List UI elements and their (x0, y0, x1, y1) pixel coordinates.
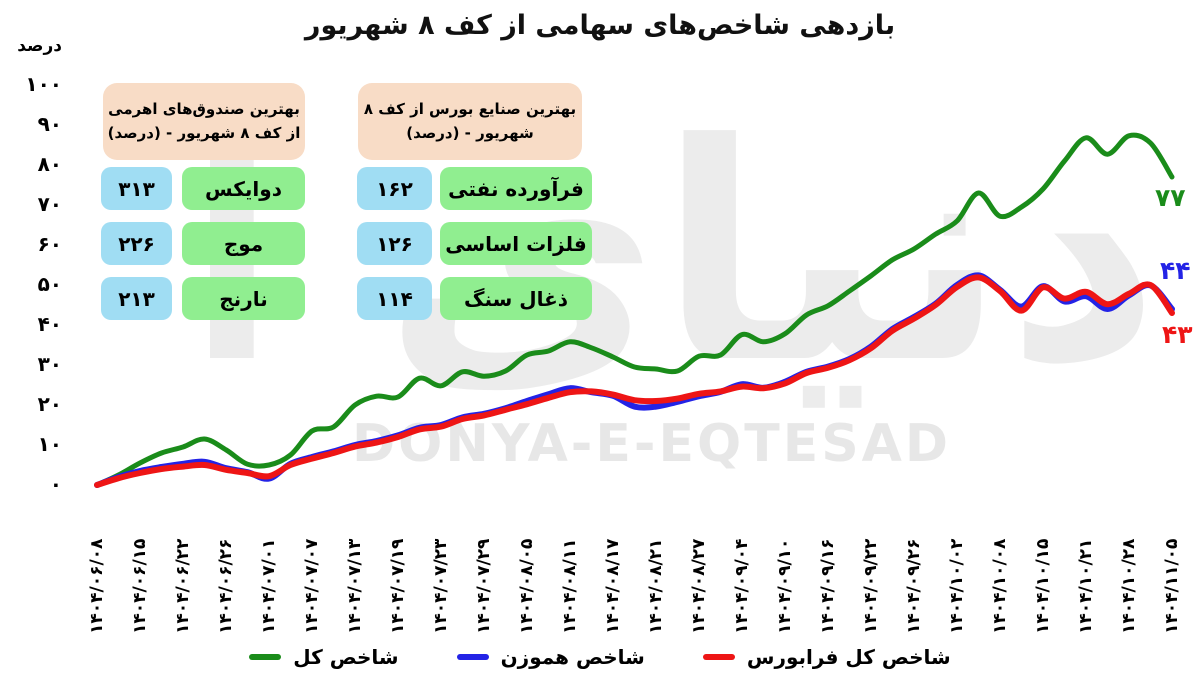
equal-weight-line-swatch (456, 654, 489, 660)
industries-header-line2: شهریور - (درصد) (406, 123, 534, 142)
x-tick-label: ۱۴۰۴/۰۸/۱۷ (603, 538, 623, 634)
y-tick-label: ۴۰ (37, 312, 62, 336)
total-index-end-value: ۷۷ (1155, 183, 1186, 212)
x-tick-label: ۱۴۰۴/۰۷/۱۳ (345, 538, 365, 634)
x-tick-label: ۱۴۰۴/۰۷/۲۳ (431, 538, 451, 634)
industry-name-1: فرآورده نفتی (440, 167, 592, 210)
x-tick-label: ۱۴۰۴/۰۷/۲۹ (474, 538, 494, 634)
x-tick-label: ۱۴۰۴/۰۹/۰۴ (732, 538, 752, 634)
y-tick-label: ۱۰ (37, 432, 62, 456)
fund-name-3: نارنج (182, 277, 305, 320)
fund-name-1: دوایکس (182, 167, 305, 210)
fund-value-1: ۳۱۳ (101, 167, 172, 210)
industries-header-line1: بهترین صنایع بورس از کف ۸ (363, 100, 577, 119)
legend-label-farabourse: شاخص کل فرابورس (746, 645, 951, 669)
x-tick-label: ۱۴۰۴/۱۰/۱۵ (1033, 538, 1053, 634)
legend-item-total-index: شاخص کل (249, 645, 399, 669)
y-tick-label: ۹۰ (37, 112, 62, 136)
x-tick-label: ۱۴۰۴/۰۹/۲۲ (861, 538, 881, 634)
industry-value-2: ۱۲۶ (357, 222, 432, 265)
y-tick-label: ۷۰ (37, 192, 62, 216)
x-tick-label: ۱۴۰۴/۰۹/۲۶ (904, 538, 924, 634)
fund-name-2: موج (182, 222, 305, 265)
x-tick-label: ۱۴۰۴/۰۸/۲۱ (646, 538, 666, 634)
industry-value-3: ۱۱۴ (357, 277, 432, 320)
x-tick-label: ۱۴۰۴/۰۸/۲۷ (689, 538, 709, 634)
farabourse-end-value: ۴۳ (1162, 320, 1193, 349)
y-tick-label: ۲۰ (37, 392, 62, 416)
x-tick-label: ۱۴۰۴/۰۶/۰۸ (87, 538, 107, 634)
farabourse-line-swatch (702, 654, 735, 660)
chart-title: بازدهی شاخص‌های سهامی از کف ۸ شهریور (304, 10, 896, 41)
x-tick-label: ۱۴۰۴/۰۹/۱۶ (818, 538, 838, 634)
x-tick-label: ۱۴۰۴/۰۶/۲۶ (216, 538, 236, 634)
x-tick-label: ۱۴۰۴/۱۰/۲۸ (1119, 538, 1139, 634)
y-tick-label: ۸۰ (37, 152, 62, 176)
x-tick-label: ۱۴۰۴/۰۷/۱۹ (388, 538, 408, 634)
y-tick-label: ۳۰ (37, 352, 62, 376)
industries-table-header: بهترین صنایع بورس از کف ۸ شهریور - (درصد… (358, 83, 582, 160)
y-tick-label: ۵۰ (37, 272, 62, 296)
x-tick-label: ۱۴۰۴/۰۷/۰۱ (259, 538, 279, 634)
x-tick-label: ۱۴۰۴/۱۰/۲۱ (1076, 538, 1096, 634)
leveraged-funds-table-header: بهترین صندوق‌های اهرمی از کف ۸ شهریور - … (103, 83, 305, 160)
leveraged-funds-header-line2: از کف ۸ شهریور - (درصد) (107, 123, 301, 142)
x-tick-label: ۱۴۰۴/۰۸/۱۱ (560, 538, 580, 634)
x-tick-label: ۱۴۰۴/۱۱/۰۵ (1162, 538, 1182, 634)
legend-label-equal-weight: شاخص هموزن (500, 645, 645, 669)
industry-name-3: ذغال سنگ (440, 277, 592, 320)
x-tick-label: ۱۴۰۴/۱۰/۰۸ (990, 538, 1010, 634)
y-tick-label: ۰ (49, 472, 62, 496)
legend: شاخص کل شاخص هموزن شاخص کل فرابورس (0, 645, 1200, 669)
equal-weight-end-value: ۴۴ (1160, 256, 1191, 285)
industry-name-2: فلزات اساسی (440, 222, 592, 265)
y-tick-label: ۱۰۰ (25, 72, 62, 96)
total-index-line-swatch (249, 654, 282, 660)
legend-item-equal-weight: شاخص هموزن (456, 645, 645, 669)
fund-value-2: ۲۲۶ (101, 222, 172, 265)
x-tick-label: ۱۴۰۴/۰۷/۰۷ (302, 538, 322, 634)
x-tick-label: ۱۴۰۴/۰۹/۱۰ (775, 538, 795, 634)
legend-label-total-index: شاخص کل (293, 645, 399, 669)
leveraged-funds-header-line1: بهترین صندوق‌های اهرمی (108, 100, 300, 119)
total-index-line (94, 132, 1175, 488)
y-tick-label: ۶۰ (37, 232, 62, 256)
x-tick-label: ۱۴۰۴/۰۶/۲۲ (173, 538, 193, 634)
x-tick-label: ۱۴۰۴/۱۰/۰۲ (947, 538, 967, 634)
industry-value-1: ۱۶۲ (357, 167, 432, 210)
legend-item-farabourse: شاخص کل فرابورس (702, 645, 951, 669)
x-tick-label: ۱۴۰۴/۰۶/۱۵ (130, 538, 150, 634)
farabourse-line (94, 274, 1175, 488)
x-tick-label: ۱۴۰۴/۰۸/۰۵ (517, 538, 537, 634)
y-axis-unit-label: درصد (17, 36, 62, 56)
fund-value-3: ۲۱۳ (101, 277, 172, 320)
